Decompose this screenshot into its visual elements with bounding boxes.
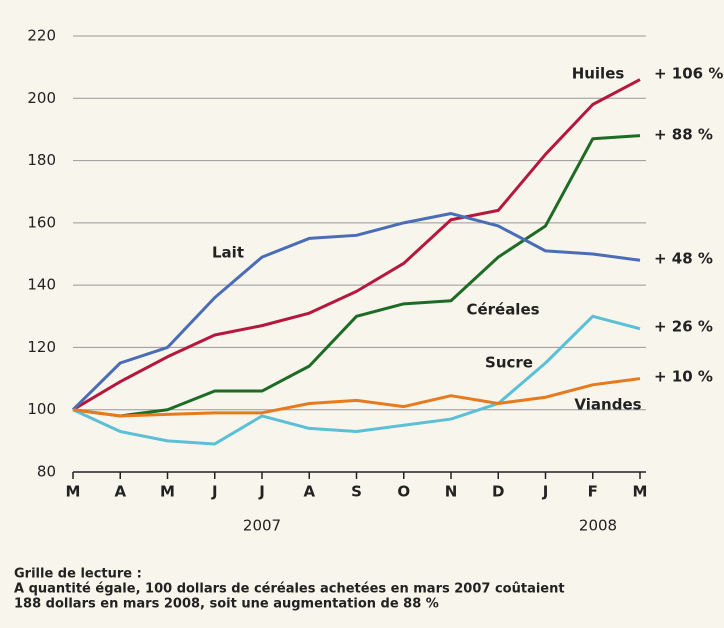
- x-tick-label: J: [542, 483, 549, 501]
- y-tick-label: 120: [27, 338, 56, 356]
- x-tick-label: J: [258, 483, 265, 501]
- note: 188 dollars en mars 2008, soit une augme…: [14, 597, 439, 612]
- x-tick-label: M: [160, 483, 175, 501]
- year-label: 2007: [243, 517, 281, 535]
- y-tick-label: 140: [27, 276, 56, 294]
- y-tick-label: 200: [27, 89, 56, 107]
- x-tick-label: O: [397, 483, 410, 501]
- y-tick-label: 220: [27, 27, 56, 45]
- series-line: [72, 377, 641, 418]
- series-label: Sucre: [485, 354, 533, 372]
- x-tick-label: S: [351, 483, 362, 501]
- x-tick-label: N: [445, 483, 458, 501]
- y-tick-label: 180: [27, 151, 56, 169]
- x-tick-label: D: [492, 483, 504, 501]
- note: A quantité égale, 100 dollars de céréale…: [14, 582, 565, 597]
- series-line: [72, 78, 641, 412]
- x-tick-label: A: [303, 483, 315, 501]
- series-line: [72, 134, 641, 418]
- x-tick-label: J: [211, 483, 218, 501]
- series-line: [71, 212, 641, 411]
- y-tick-label: 100: [27, 400, 56, 418]
- end-label: + 106 %: [654, 65, 723, 83]
- end-label: + 10 %: [654, 368, 713, 386]
- series-label: Céréales: [466, 301, 539, 319]
- series-label: Huiles: [572, 65, 625, 83]
- x-tick-label: A: [114, 483, 126, 501]
- end-label: + 48 %: [654, 250, 713, 268]
- x-tick-label: F: [588, 483, 598, 501]
- y-tick-label: 80: [37, 463, 56, 481]
- x-tick-label: M: [633, 483, 648, 501]
- y-tick-label: 160: [27, 213, 56, 231]
- series-label: Viandes: [574, 396, 641, 414]
- end-label: + 88 %: [654, 126, 713, 144]
- year-label: 2008: [579, 517, 617, 535]
- note: Grille de lecture :: [14, 567, 142, 582]
- end-label: + 26 %: [654, 318, 713, 336]
- series-label: Lait: [212, 244, 244, 262]
- series-line: [72, 314, 641, 446]
- x-tick-label: M: [66, 483, 81, 501]
